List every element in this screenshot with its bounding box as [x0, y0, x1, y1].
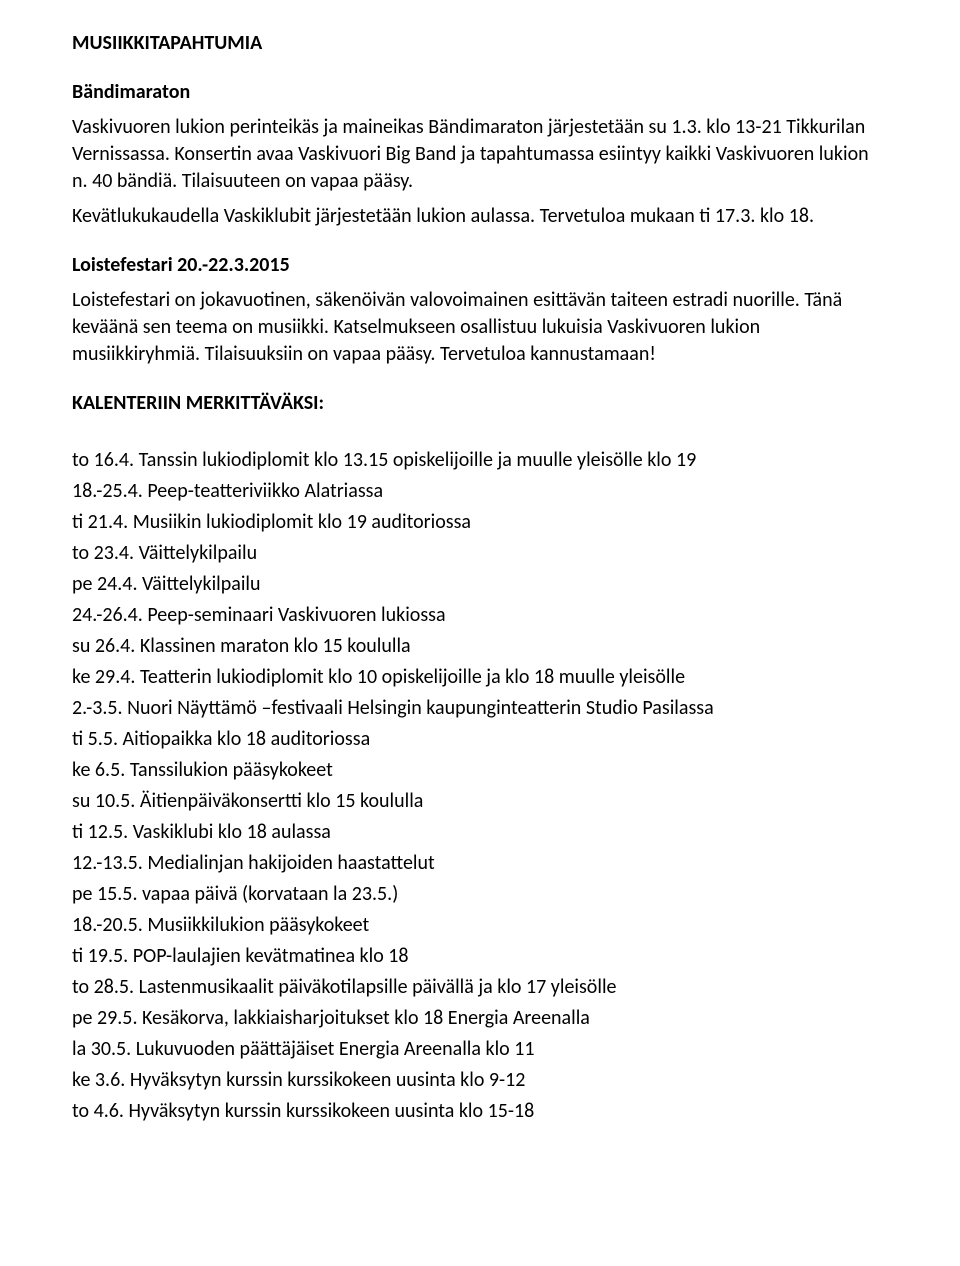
calendar-item: la 30.5. Lukuvuoden päättäjäiset Energia… — [72, 1036, 888, 1063]
calendar-heading: KALENTERIIN MERKITTÄVÄKSI: — [72, 390, 888, 417]
calendar-item: to 28.5. Lastenmusikaalit päiväkotilapsi… — [72, 974, 888, 1001]
bandimaraton-block: Bändimaraton Vaskivuoren lukion perintei… — [72, 79, 888, 230]
calendar-item: 18.-20.5. Musiikkilukion pääsykokeet — [72, 912, 888, 939]
calendar-item: pe 24.4. Väittelykilpailu — [72, 571, 888, 598]
calendar-item: pe 15.5. vapaa päivä (korvataan la 23.5.… — [72, 881, 888, 908]
calendar-item: to 23.4. Väittelykilpailu — [72, 540, 888, 567]
bandimaraton-p1: Vaskivuoren lukion perinteikäs ja mainei… — [72, 114, 888, 195]
calendar-item: to 16.4. Tanssin lukiodiplomit klo 13.15… — [72, 447, 888, 474]
calendar-item: ti 21.4. Musiikin lukiodiplomit klo 19 a… — [72, 509, 888, 536]
calendar-item: su 26.4. Klassinen maraton klo 15 koulul… — [72, 633, 888, 660]
calendar-item: ke 29.4. Teatterin lukiodiplomit klo 10 … — [72, 664, 888, 691]
calendar-item: 2.-3.5. Nuori Näyttämö –festivaali Helsi… — [72, 695, 888, 722]
calendar-item: ke 6.5. Tanssilukion pääsykokeet — [72, 757, 888, 784]
calendar-item: pe 29.5. Kesäkorva, lakkiaisharjoitukset… — [72, 1005, 888, 1032]
calendar-item: ke 3.6. Hyväksytyn kurssin kurssikokeen … — [72, 1067, 888, 1094]
calendar-item: su 10.5. Äitienpäiväkonsertti klo 15 kou… — [72, 788, 888, 815]
calendar-item: ti 19.5. POP-laulajien kevätmatinea klo … — [72, 943, 888, 970]
calendar-item: 24.-26.4. Peep-seminaari Vaskivuoren luk… — [72, 602, 888, 629]
loistefestari-block: Loistefestari 20.-22.3.2015 Loistefestar… — [72, 252, 888, 368]
loistefestari-heading: Loistefestari 20.-22.3.2015 — [72, 252, 888, 279]
bandimaraton-p2: Kevätlukukaudella Vaskiklubit järjestetä… — [72, 203, 888, 230]
calendar-list: to 16.4. Tanssin lukiodiplomit klo 13.15… — [72, 447, 888, 1125]
loistefestari-paragraph: Loistefestari on jokavuotinen, säkenöivä… — [72, 287, 888, 368]
calendar-item: ti 5.5. Aitiopaikka klo 18 auditoriossa — [72, 726, 888, 753]
calendar-item: 12.-13.5. Medialinjan hakijoiden haastat… — [72, 850, 888, 877]
calendar-item: to 4.6. Hyväksytyn kurssin kurssikokeen … — [72, 1098, 888, 1125]
bandimaraton-heading: Bändimaraton — [72, 79, 888, 106]
calendar-item: 18.-25.4. Peep-teatteriviikko Alatriassa — [72, 478, 888, 505]
calendar-item: ti 12.5. Vaskiklubi klo 18 aulassa — [72, 819, 888, 846]
section-title: MUSIIKKITAPAHTUMIA — [72, 30, 888, 57]
